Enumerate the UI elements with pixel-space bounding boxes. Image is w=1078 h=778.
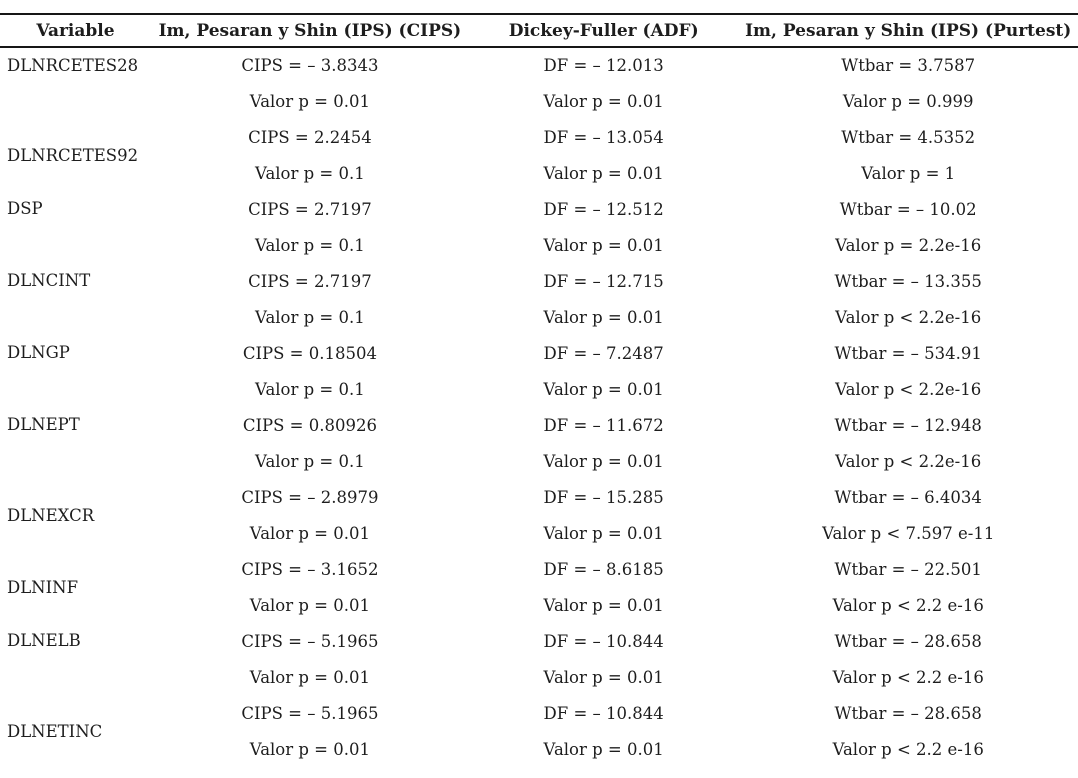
column-header-variable: Variable (0, 13, 151, 48)
table-header: Variable Im, Pesaran y Shin (IPS) (CIPS)… (0, 13, 1078, 48)
adf-stat: DF = – 8.6185 (543, 559, 664, 579)
variable-cell: DLNEPT (7, 415, 80, 434)
table-row: Valor p = 0.01 Valor p = 0.01 Valor p < … (0, 659, 1078, 695)
cips-pvalue: Valor p = 0.01 (249, 91, 370, 111)
adf-pvalue: Valor p = 0.01 (543, 667, 664, 687)
purtest-stat: Wtbar = – 12.948 (834, 415, 982, 435)
purtest-stat: Wtbar = – 28.658 (834, 631, 982, 651)
purtest-pvalue: Valor p < 2.2e-16 (835, 451, 982, 471)
purtest-pvalue: Valor p = 0.999 (842, 91, 974, 111)
adf-pvalue: Valor p = 0.01 (543, 163, 664, 183)
table-row: Valor p = 0.1 Valor p = 0.01 Valor p = 2… (0, 227, 1078, 263)
table-row: Valor p = 0.01 Valor p = 0.01 Valor p < … (0, 731, 1078, 767)
purtest-stat: Wtbar = – 28.658 (834, 703, 982, 723)
purtest-stat: Wtbar = – 13.355 (834, 271, 982, 291)
cips-stat: CIPS = – 3.8343 (241, 56, 379, 75)
table-row: Valor p = 0.1 Valor p = 0.01 Valor p < 2… (0, 371, 1078, 407)
adf-pvalue: Valor p = 0.01 (543, 235, 664, 255)
table-body: DLNRCETES28 CIPS = – 3.8343 DF = – 12.01… (0, 47, 1078, 767)
variable-cell: DLNRCETES92 (7, 145, 139, 165)
purtest-pvalue: Valor p < 2.2e-16 (835, 379, 982, 399)
variable-cell: DLNRCETES28 (7, 56, 139, 75)
purtest-stat: Wtbar = – 22.501 (834, 559, 982, 579)
adf-pvalue: Valor p = 0.01 (543, 91, 664, 111)
cips-stat: CIPS = 2.2454 (248, 127, 372, 147)
table-row: Valor p = 0.01 Valor p = 0.01 Valor p = … (0, 83, 1078, 119)
cips-stat: CIPS = 2.7197 (248, 271, 372, 291)
purtest-pvalue: Valor p < 2.2e-16 (835, 307, 982, 327)
cips-stat: CIPS = 0.80926 (242, 415, 377, 435)
purtest-pvalue: Valor p < 7.597 e-11 (822, 523, 995, 543)
purtest-stat: Wtbar = 4.5352 (841, 127, 976, 147)
cips-pvalue: Valor p = 0.01 (249, 595, 370, 615)
cips-pvalue: Valor p = 0.01 (249, 667, 370, 687)
table-row: DLNCINT CIPS = 2.7197 DF = – 12.715 Wtba… (0, 263, 1078, 299)
table-row: DLNEXCR CIPS = – 2.8979 DF = – 15.285 Wt… (0, 479, 1078, 525)
cips-stat: CIPS = – 3.1652 (241, 559, 379, 579)
variable-cell: DLNELB (7, 631, 81, 650)
cips-stat: CIPS = – 5.1965 (241, 703, 379, 723)
table-row: DSP CIPS = 2.7197 DF = – 12.512 Wtbar = … (0, 191, 1078, 227)
cips-stat: CIPS = 2.7197 (248, 199, 372, 219)
cips-stat: CIPS = – 2.8979 (241, 487, 379, 507)
adf-stat: DF = – 10.844 (543, 631, 664, 651)
adf-pvalue: Valor p = 0.01 (543, 307, 664, 327)
purtest-stat: Wtbar = – 6.4034 (834, 487, 982, 507)
adf-stat: DF = – 13.054 (543, 127, 664, 147)
table-row: Valor p = 0.01 Valor p = 0.01 Valor p < … (0, 587, 1078, 623)
cips-pvalue: Valor p = 0.01 (249, 739, 370, 759)
purtest-pvalue: Valor p = 2.2e-16 (835, 235, 982, 255)
adf-stat: DF = – 10.844 (543, 703, 664, 723)
adf-pvalue: Valor p = 0.01 (543, 379, 664, 399)
cips-pvalue: Valor p = 0.1 (255, 163, 365, 183)
table-row: Valor p = 0.1 Valor p = 0.01 Valor p = 1 (0, 155, 1078, 191)
purtest-pvalue: Valor p < 2.2 e-16 (832, 667, 984, 687)
cips-pvalue: Valor p = 0.1 (255, 235, 365, 255)
table-row: DLNRCETES92 CIPS = 2.2454 DF = – 13.054 … (0, 119, 1078, 165)
variable-cell: DSP (7, 199, 43, 218)
purtest-stat: Wtbar = 3.7587 (841, 56, 976, 75)
unit-root-test-table: Variable Im, Pesaran y Shin (IPS) (CIPS)… (0, 13, 1078, 767)
adf-pvalue: Valor p = 0.01 (543, 451, 664, 471)
adf-stat: DF = – 12.512 (543, 199, 664, 219)
table-row: DLNEPT CIPS = 0.80926 DF = – 11.672 Wtba… (0, 407, 1078, 443)
adf-stat: DF = – 7.2487 (543, 343, 664, 363)
variable-cell: DLNCINT (7, 271, 91, 290)
adf-stat: DF = – 11.672 (543, 415, 664, 435)
adf-stat: DF = – 12.013 (543, 56, 664, 75)
table-row: DLNELB CIPS = – 5.1965 DF = – 10.844 Wtb… (0, 623, 1078, 659)
adf-stat: DF = – 15.285 (543, 487, 664, 507)
variable-cell: DLNINF (7, 577, 79, 597)
column-header-cips: Im, Pesaran y Shin (IPS) (CIPS) (150, 13, 469, 48)
table-row: Valor p = 0.01 Valor p = 0.01 Valor p < … (0, 515, 1078, 551)
table-row: DLNRCETES28 CIPS = – 3.8343 DF = – 12.01… (0, 47, 1078, 83)
variable-cell: DLNETINC (7, 721, 103, 741)
header-row: Variable Im, Pesaran y Shin (IPS) (CIPS)… (0, 13, 1078, 48)
purtest-pvalue: Valor p < 2.2 e-16 (832, 739, 984, 759)
variable-cell: DLNGP (7, 343, 70, 362)
adf-pvalue: Valor p = 0.01 (543, 595, 664, 615)
cips-pvalue: Valor p = 0.1 (255, 379, 365, 399)
cips-pvalue: Valor p = 0.1 (255, 307, 365, 327)
variable-cell: DLNEXCR (7, 505, 95, 525)
adf-stat: DF = – 12.715 (543, 271, 664, 291)
table-row: DLNINF CIPS = – 3.1652 DF = – 8.6185 Wtb… (0, 551, 1078, 597)
purtest-pvalue: Valor p < 2.2 e-16 (832, 595, 984, 615)
purtest-stat: Wtbar = – 534.91 (834, 343, 982, 363)
adf-pvalue: Valor p = 0.01 (543, 523, 664, 543)
column-header-purtest: Im, Pesaran y Shin (IPS) (Purtest) (738, 13, 1078, 48)
cips-stat: CIPS = – 5.1965 (241, 631, 379, 651)
purtest-stat: Wtbar = – 10.02 (839, 199, 977, 219)
table-row: DLNGP CIPS = 0.18504 DF = – 7.2487 Wtbar… (0, 335, 1078, 371)
adf-pvalue: Valor p = 0.01 (543, 739, 664, 759)
cips-pvalue: Valor p = 0.1 (255, 451, 365, 471)
cips-pvalue: Valor p = 0.01 (249, 523, 370, 543)
purtest-pvalue: Valor p = 1 (861, 163, 956, 183)
table-row: Valor p = 0.1 Valor p = 0.01 Valor p < 2… (0, 443, 1078, 479)
table-row: DLNETINC CIPS = – 5.1965 DF = – 10.844 W… (0, 695, 1078, 741)
column-header-adf: Dickey-Fuller (ADF) (468, 13, 739, 48)
table-row: Valor p = 0.1 Valor p = 0.01 Valor p < 2… (0, 299, 1078, 335)
cips-stat: CIPS = 0.18504 (242, 343, 377, 363)
